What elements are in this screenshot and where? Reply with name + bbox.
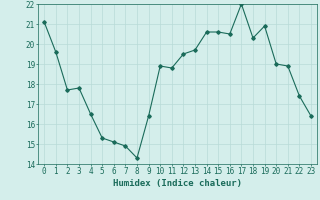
X-axis label: Humidex (Indice chaleur): Humidex (Indice chaleur) [113, 179, 242, 188]
